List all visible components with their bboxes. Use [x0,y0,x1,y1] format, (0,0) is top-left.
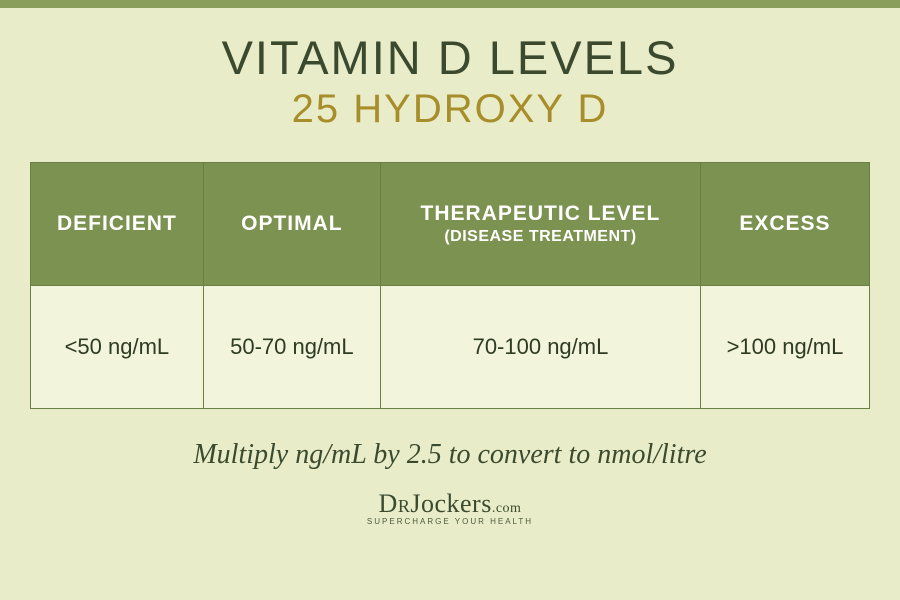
top-accent-bar [0,0,900,8]
col-header-label: DEFICIENT [57,212,177,235]
col-header-label: THERAPEUTIC LEVEL [421,202,661,225]
col-header-label: EXCESS [739,212,830,235]
brand-main: Jockers [410,489,491,518]
table-header-row: DEFICIENT OPTIMAL THERAPEUTIC LEVEL (DIS… [31,163,870,286]
col-header-deficient: DEFICIENT [31,163,204,286]
header: VITAMIN D LEVELS 25 HYDROXY D [0,0,900,152]
col-header-optimal: OPTIMAL [203,163,380,286]
levels-table: DEFICIENT OPTIMAL THERAPEUTIC LEVEL (DIS… [30,162,870,409]
col-header-sublabel: (DISEASE TREATMENT) [391,227,690,247]
brand-prefix: Dr [379,489,411,518]
conversion-note: Multiply ng/mL by 2.5 to convert to nmol… [0,439,900,471]
brand-logo: DrJockers.com SUPERCHARGE YOUR HEALTH [0,489,900,526]
brand-wordmark: DrJockers.com [0,489,900,519]
cell-optimal: 50-70 ng/mL [203,286,380,409]
col-header-excess: EXCESS [700,163,869,286]
cell-deficient: <50 ng/mL [31,286,204,409]
cell-excess: >100 ng/mL [700,286,869,409]
levels-table-container: DEFICIENT OPTIMAL THERAPEUTIC LEVEL (DIS… [30,162,870,409]
col-header-label: OPTIMAL [241,212,343,235]
brand-suffix: .com [492,501,522,516]
page-title: VITAMIN D LEVELS [0,30,900,85]
cell-therapeutic: 70-100 ng/mL [381,286,701,409]
col-header-therapeutic: THERAPEUTIC LEVEL (DISEASE TREATMENT) [381,163,701,286]
page-subtitle: 25 HYDROXY D [0,87,900,132]
table-row: <50 ng/mL 50-70 ng/mL 70-100 ng/mL >100 … [31,286,870,409]
brand-tagline: SUPERCHARGE YOUR HEALTH [0,517,900,526]
